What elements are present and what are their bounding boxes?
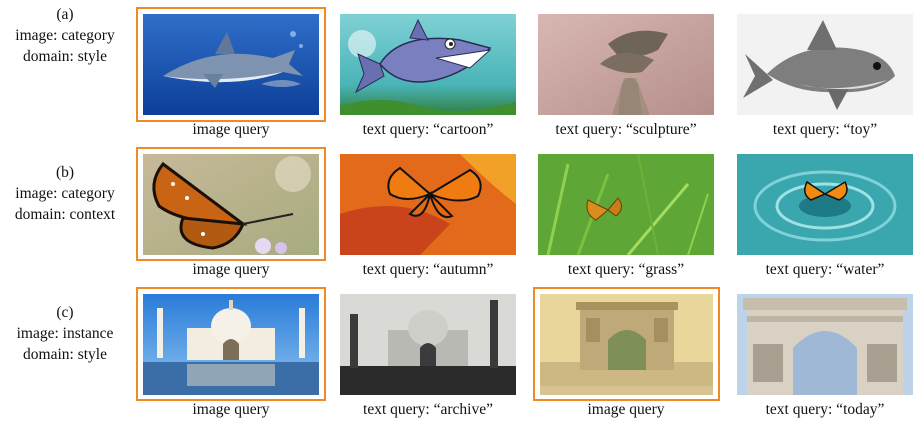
query-highlight-frame — [136, 147, 326, 261]
shark-sculpture-image — [538, 14, 714, 115]
image-caption: image query — [192, 261, 270, 278]
taj-mahal-photo-image — [143, 294, 319, 395]
shark-toy-image — [737, 14, 913, 115]
image-caption: image query — [192, 401, 270, 418]
row-label-line: (c) — [56, 304, 74, 321]
image-caption: image query — [192, 121, 270, 138]
image-caption: text query: “autumn” — [362, 261, 494, 278]
row-label-line: (a) — [56, 6, 74, 23]
row-label-line: domain: context — [14, 206, 116, 223]
image-caption: image query — [587, 401, 665, 418]
query-highlight-frame — [136, 287, 326, 401]
row-label-b: (b) image: category domain: context — [0, 162, 130, 225]
arc-de-triomphe-today-image — [737, 294, 913, 395]
query-highlight-frame — [533, 287, 720, 401]
butterfly-autumn-image — [340, 154, 516, 255]
row-label-c: (c) image: instance domain: style — [0, 302, 130, 365]
query-highlight-frame — [136, 7, 326, 122]
row-label-line: image: category — [15, 27, 115, 44]
image-caption: text query: “today” — [765, 401, 885, 418]
row-label-line: image: category — [15, 185, 115, 202]
image-caption: text query: “grass” — [567, 261, 685, 278]
row-label-line: domain: style — [23, 48, 107, 65]
image-caption: text query: “toy” — [772, 121, 878, 138]
image-caption: text query: “archive” — [363, 401, 493, 418]
shark-cartoon-image — [340, 14, 516, 115]
image-caption: text query: “water” — [765, 261, 885, 278]
shark-photo-image — [143, 14, 319, 115]
taj-mahal-archive-image — [340, 294, 516, 395]
image-caption: text query: “cartoon” — [362, 121, 494, 138]
row-label-line: image: instance — [16, 325, 114, 342]
butterfly-water-image — [737, 154, 913, 255]
image-caption: text query: “sculpture” — [555, 121, 697, 138]
arc-de-triomphe-postcard-image — [540, 294, 713, 395]
butterfly-grass-image — [538, 154, 714, 255]
butterfly-flowers-image — [143, 154, 319, 255]
row-label-a: (a) image: category domain: style — [0, 4, 130, 67]
row-label-line: (b) — [55, 164, 75, 181]
row-label-line: domain: style — [23, 346, 107, 363]
